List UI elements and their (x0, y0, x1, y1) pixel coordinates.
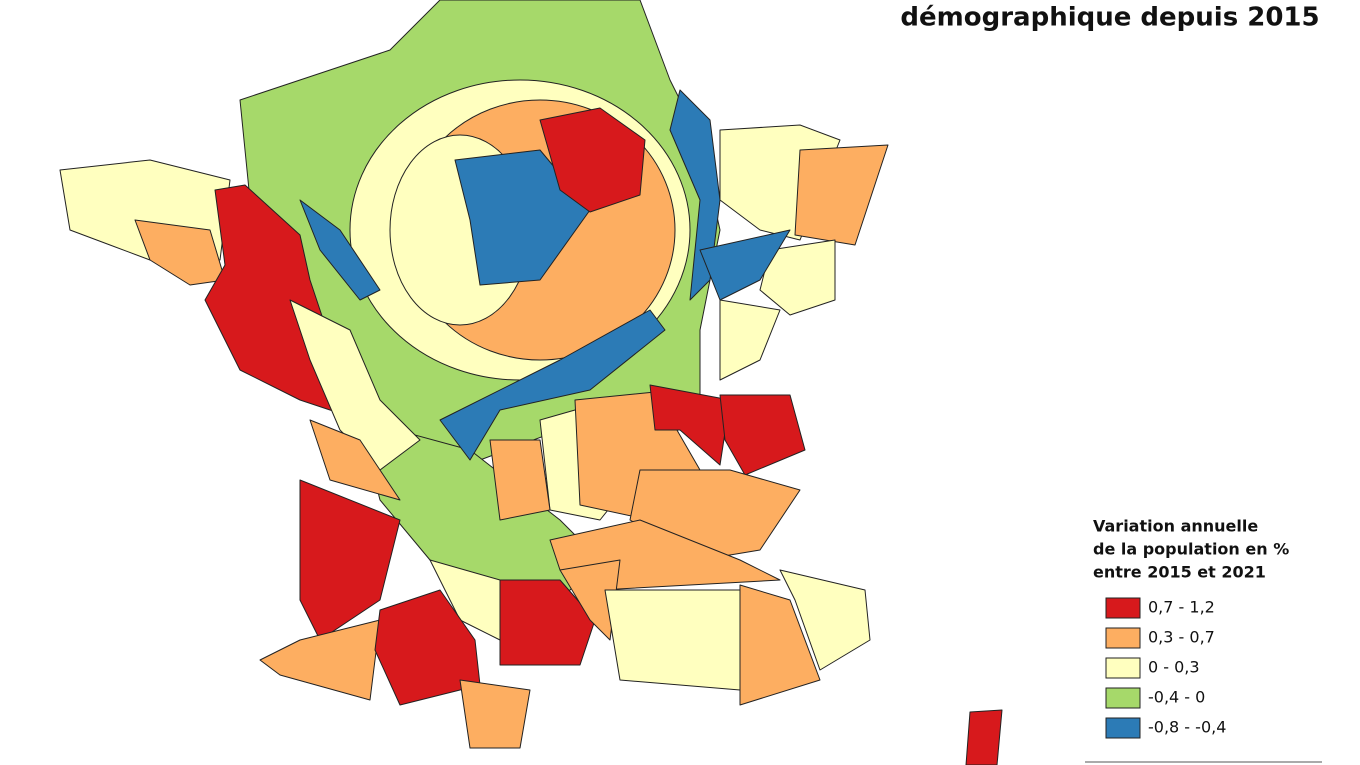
region (965, 709, 1003, 765)
region (649, 384, 731, 466)
legend-label: -0,4 - 0 (1148, 688, 1205, 707)
region (779, 569, 871, 671)
region (459, 679, 531, 749)
region (719, 299, 781, 381)
region (299, 479, 401, 641)
region (604, 589, 741, 691)
region (134, 219, 226, 286)
legend-swatch (1105, 657, 1141, 679)
region (559, 559, 621, 641)
region (489, 439, 551, 521)
region (454, 149, 591, 286)
legend-label: -0,8 - -0,4 (1148, 718, 1226, 737)
legend-title: de la population en % (1093, 540, 1289, 559)
legend-swatch (1105, 627, 1141, 649)
region (699, 229, 791, 301)
map-title: démographique depuis 2015 (900, 3, 1319, 33)
region (719, 394, 806, 476)
region (739, 584, 821, 706)
legend-swatch (1105, 717, 1141, 739)
region (259, 619, 381, 701)
legend: Variation annuelle de la population en % e… (1093, 517, 1289, 739)
region (539, 107, 646, 213)
region (289, 299, 421, 471)
legend-label: 0,3 - 0,7 (1148, 628, 1215, 647)
region (794, 144, 889, 246)
legend-title: entre 2015 et 2021 (1093, 563, 1266, 582)
region (499, 579, 596, 666)
legend-swatch (1105, 687, 1141, 709)
legend-label: 0,7 - 1,2 (1148, 598, 1215, 617)
legend-swatch (1105, 597, 1141, 619)
region (759, 239, 836, 316)
region (439, 309, 666, 461)
region (309, 419, 401, 501)
region (299, 199, 381, 301)
cartogram (59, 0, 1003, 765)
legend-label: 0 - 0,3 (1148, 658, 1200, 677)
legend-title: Variation annuelle (1093, 517, 1258, 536)
region (669, 89, 721, 301)
